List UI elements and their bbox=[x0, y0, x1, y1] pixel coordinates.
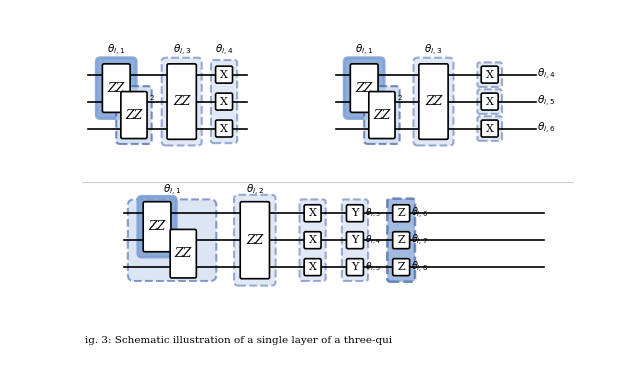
Text: $\theta_{l,1}$: $\theta_{l,1}$ bbox=[163, 183, 181, 198]
FancyBboxPatch shape bbox=[304, 232, 321, 249]
FancyBboxPatch shape bbox=[121, 91, 147, 138]
FancyBboxPatch shape bbox=[167, 64, 196, 139]
Text: Y: Y bbox=[351, 208, 358, 218]
Text: X: X bbox=[220, 70, 228, 80]
Text: ZZ: ZZ bbox=[175, 247, 192, 260]
Text: $\theta_{l,4}$: $\theta_{l,4}$ bbox=[365, 234, 381, 246]
Text: X: X bbox=[308, 235, 317, 245]
FancyBboxPatch shape bbox=[170, 230, 196, 278]
Text: X: X bbox=[486, 97, 493, 107]
Text: Y: Y bbox=[351, 262, 358, 272]
Text: $\theta_{l,1}$: $\theta_{l,1}$ bbox=[355, 43, 373, 58]
FancyBboxPatch shape bbox=[102, 64, 130, 112]
Text: $\theta_{l,5}$: $\theta_{l,5}$ bbox=[538, 94, 556, 109]
FancyBboxPatch shape bbox=[300, 199, 326, 281]
FancyBboxPatch shape bbox=[234, 195, 276, 285]
FancyBboxPatch shape bbox=[346, 232, 364, 249]
FancyBboxPatch shape bbox=[342, 199, 368, 281]
FancyBboxPatch shape bbox=[346, 259, 364, 276]
FancyBboxPatch shape bbox=[481, 93, 498, 110]
FancyBboxPatch shape bbox=[344, 58, 384, 118]
FancyBboxPatch shape bbox=[350, 64, 378, 112]
Text: $\theta_{l,3}$: $\theta_{l,3}$ bbox=[173, 43, 191, 58]
Text: ZZ: ZZ bbox=[356, 82, 373, 95]
FancyBboxPatch shape bbox=[304, 205, 321, 222]
FancyBboxPatch shape bbox=[419, 64, 448, 139]
FancyBboxPatch shape bbox=[346, 205, 364, 222]
FancyBboxPatch shape bbox=[477, 62, 502, 87]
FancyBboxPatch shape bbox=[216, 66, 232, 83]
Text: X: X bbox=[308, 262, 317, 272]
FancyBboxPatch shape bbox=[481, 120, 498, 137]
Text: Y: Y bbox=[351, 235, 358, 245]
FancyBboxPatch shape bbox=[211, 60, 237, 143]
FancyBboxPatch shape bbox=[387, 199, 415, 282]
Text: $\theta_{l,3}$: $\theta_{l,3}$ bbox=[365, 207, 381, 219]
Text: ZZ: ZZ bbox=[425, 95, 442, 108]
Text: $\theta_{l,2}$: $\theta_{l,2}$ bbox=[246, 183, 264, 198]
FancyBboxPatch shape bbox=[128, 199, 216, 281]
FancyBboxPatch shape bbox=[240, 202, 269, 279]
Text: Z: Z bbox=[397, 262, 405, 272]
FancyBboxPatch shape bbox=[96, 58, 136, 118]
Text: X: X bbox=[220, 97, 228, 107]
FancyBboxPatch shape bbox=[216, 93, 232, 110]
FancyBboxPatch shape bbox=[138, 196, 176, 257]
Text: X: X bbox=[220, 124, 228, 134]
Text: ZZ: ZZ bbox=[108, 82, 125, 95]
Text: ZZ: ZZ bbox=[246, 234, 264, 247]
Text: $\theta_{l,3}$: $\theta_{l,3}$ bbox=[424, 43, 443, 58]
Text: X: X bbox=[486, 70, 493, 80]
Text: Z: Z bbox=[397, 235, 405, 245]
Text: ZZ: ZZ bbox=[173, 95, 190, 108]
Text: $\theta_{l,2}$: $\theta_{l,2}$ bbox=[385, 90, 403, 104]
FancyBboxPatch shape bbox=[143, 202, 171, 252]
Text: $\theta_{l,6}$: $\theta_{l,6}$ bbox=[411, 206, 428, 221]
Text: $\theta_{l,2}$: $\theta_{l,2}$ bbox=[137, 90, 155, 104]
FancyBboxPatch shape bbox=[116, 86, 152, 144]
Text: $\theta_{l,4}$: $\theta_{l,4}$ bbox=[538, 67, 556, 82]
FancyBboxPatch shape bbox=[369, 91, 395, 138]
Text: $\theta_{l,1}$: $\theta_{l,1}$ bbox=[108, 43, 125, 58]
Text: X: X bbox=[308, 208, 317, 218]
FancyBboxPatch shape bbox=[393, 259, 410, 276]
Text: $\theta_{l,7}$: $\theta_{l,7}$ bbox=[411, 233, 428, 248]
Text: X: X bbox=[486, 124, 493, 134]
FancyBboxPatch shape bbox=[216, 120, 232, 137]
FancyBboxPatch shape bbox=[304, 259, 321, 276]
Text: ZZ: ZZ bbox=[373, 109, 390, 122]
Text: $\theta_{l,8}$: $\theta_{l,8}$ bbox=[411, 260, 428, 275]
Text: ZZ: ZZ bbox=[148, 220, 166, 233]
FancyBboxPatch shape bbox=[413, 58, 454, 145]
Text: Z: Z bbox=[397, 208, 405, 218]
Text: $\theta_{l,4}$: $\theta_{l,4}$ bbox=[215, 43, 233, 58]
Text: ig. 3: Schematic illustration of a single layer of a three-qui: ig. 3: Schematic illustration of a singl… bbox=[84, 336, 392, 345]
FancyBboxPatch shape bbox=[481, 66, 498, 83]
Text: $\theta_{l,6}$: $\theta_{l,6}$ bbox=[538, 121, 556, 136]
Text: $\theta_{l,5}$: $\theta_{l,5}$ bbox=[365, 261, 381, 273]
FancyBboxPatch shape bbox=[393, 205, 410, 222]
FancyBboxPatch shape bbox=[364, 86, 399, 144]
FancyBboxPatch shape bbox=[393, 232, 410, 249]
FancyBboxPatch shape bbox=[477, 116, 502, 141]
FancyBboxPatch shape bbox=[477, 89, 502, 114]
Text: ZZ: ZZ bbox=[125, 109, 143, 122]
FancyBboxPatch shape bbox=[162, 58, 202, 145]
